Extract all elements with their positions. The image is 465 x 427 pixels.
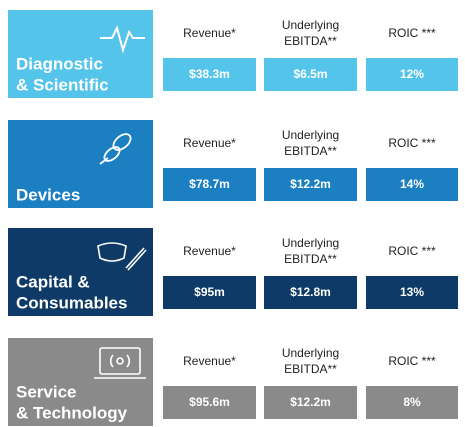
value-box: [163, 276, 256, 309]
metric-value: 13%: [400, 285, 424, 299]
value-box: [163, 386, 256, 419]
metric-value: $38.3m: [189, 67, 230, 81]
segment-name: Consumables: [16, 293, 127, 312]
metric-label: ROIC ***: [388, 136, 436, 150]
metric-value: $95m: [194, 285, 225, 299]
metric-value: $78.7m: [189, 177, 230, 191]
metric-value: 12%: [400, 67, 424, 81]
metric-label: EBITDA**: [284, 362, 337, 376]
value-box: [366, 386, 458, 419]
value-box: [264, 386, 357, 419]
metric-label: Underlying: [282, 236, 339, 250]
metric-label: ROIC ***: [388, 26, 436, 40]
icon: [94, 347, 146, 379]
metric-value: $95.6m: [189, 395, 230, 409]
segment-name: Devices: [16, 185, 80, 204]
value-box: [366, 168, 458, 201]
segment-block: [8, 338, 153, 426]
segment-block: [8, 10, 153, 98]
segment-name: & Scientific: [16, 75, 109, 94]
value-box: [264, 168, 357, 201]
value-box: [264, 276, 357, 309]
icon: [97, 242, 147, 271]
metric-label: Revenue*: [183, 244, 236, 258]
metric-label: Underlying: [282, 346, 339, 360]
metric-label: ROIC ***: [388, 244, 436, 258]
icon: [99, 133, 132, 165]
segment-name: & Technology: [16, 403, 128, 422]
metric-label: EBITDA**: [284, 34, 337, 48]
metric-label: Underlying: [282, 128, 339, 142]
segment-block: [8, 228, 153, 316]
icon: [100, 25, 145, 54]
metric-label: EBITDA**: [284, 252, 337, 266]
segment-name: Capital &: [16, 272, 90, 291]
metric-value: $6.5m: [293, 67, 327, 81]
icon-part: [99, 347, 141, 375]
metric-label: Revenue*: [183, 354, 236, 368]
metric-value: $12.2m: [290, 177, 331, 191]
icon-part: [97, 242, 127, 262]
metric-label: Revenue*: [183, 136, 236, 150]
icon-part: [125, 247, 145, 269]
metric-label: Underlying: [282, 18, 339, 32]
metric-label: Revenue*: [183, 26, 236, 40]
metric-value: $12.8m: [290, 285, 331, 299]
metric-value: 14%: [400, 177, 424, 191]
icon-part: [127, 249, 147, 271]
value-box: [366, 276, 458, 309]
value-box: [366, 58, 458, 91]
icon-part: [112, 133, 132, 151]
value-box: [163, 58, 256, 91]
icon-part: [109, 354, 131, 368]
segment-name: Service: [16, 382, 77, 401]
icon-part: [116, 357, 124, 365]
metric-label: EBITDA**: [284, 144, 337, 158]
value-box: [163, 168, 256, 201]
value-box: [264, 58, 357, 91]
metric-value: 8%: [403, 395, 421, 409]
metric-label: ROIC ***: [388, 354, 436, 368]
icon-part: [99, 157, 109, 165]
metric-value: $12.2m: [290, 395, 331, 409]
segment-name: Diagnostic: [16, 54, 103, 73]
